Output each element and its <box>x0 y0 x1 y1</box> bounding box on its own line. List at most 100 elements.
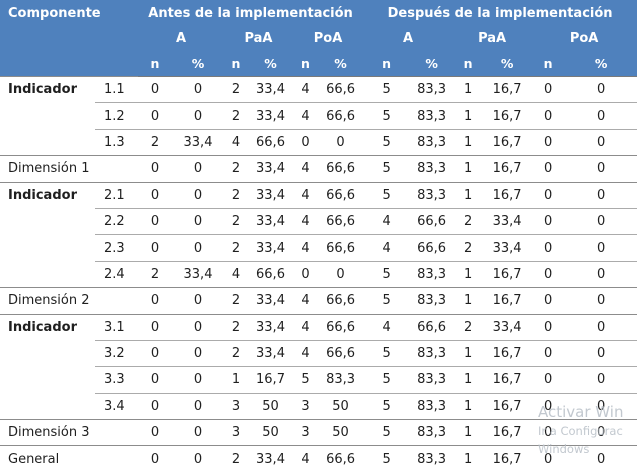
row-label <box>0 393 95 419</box>
cell-value: 0 <box>531 445 566 465</box>
cell-value: 66,6 <box>410 313 454 341</box>
cell-value: 0 <box>531 287 566 315</box>
cell-value: 0 <box>138 339 172 367</box>
row-label: Dimensión 2 <box>0 287 138 315</box>
cell-value: 2 <box>224 313 248 341</box>
subgroup-antes-paa: PaA <box>224 26 293 51</box>
cell-value: 66,6 <box>318 155 364 183</box>
cell-value: 0 <box>138 155 172 183</box>
cell-value: 33,4 <box>172 260 224 288</box>
cell-value: 66,6 <box>318 75 364 103</box>
row-label <box>0 340 95 366</box>
cell-value: 5 <box>363 287 411 315</box>
col-pct: % <box>565 51 637 77</box>
cell-value: 4 <box>293 339 318 367</box>
cell-value: 2 <box>224 155 248 183</box>
row-label <box>0 103 95 129</box>
cell-value: 5 <box>363 419 411 446</box>
cell-value: 66,6 <box>318 313 364 341</box>
cell-value: 83,3 <box>410 102 454 130</box>
row-label: Indicador <box>0 313 95 341</box>
cell-value: 0 <box>565 155 637 183</box>
cell-value: 4 <box>293 313 318 341</box>
cell-value: 16,7 <box>248 366 293 394</box>
cell-value: 0 <box>172 419 224 446</box>
cell-value: 83,3 <box>410 155 454 183</box>
cell-value: 0 <box>172 155 224 183</box>
row-label <box>0 129 95 155</box>
cell-value: 4 <box>293 75 318 103</box>
cell-value: 16,7 <box>483 260 532 288</box>
cell-value: 5 <box>363 128 411 156</box>
table-row: 1.2 0 0 2 33,4 4 66,6 5 83,3 1 16,7 0 0 <box>0 102 637 130</box>
cell-value: 4 <box>293 207 318 235</box>
cell-value: 1 <box>453 392 484 420</box>
cell-value: 83,3 <box>410 181 454 209</box>
cell-value: 33,4 <box>248 181 293 209</box>
cell-value: 0 <box>138 366 172 394</box>
cell-value: 33,4 <box>248 102 293 130</box>
cell-value: 66,6 <box>318 207 364 235</box>
cell-value: 4 <box>293 287 318 315</box>
cell-value: 0 <box>138 102 172 130</box>
table-header: Componente Antes de la implementación De… <box>0 0 637 77</box>
row-label <box>0 261 95 287</box>
cell-value: 66,6 <box>318 287 364 315</box>
cell-value: 0 <box>172 287 224 315</box>
cell-value: 83,3 <box>410 75 454 103</box>
cell-value: 4 <box>224 128 248 156</box>
cell-value: 2 <box>224 207 248 235</box>
cell-value: 50 <box>318 419 364 446</box>
cell-value: 0 <box>531 75 566 103</box>
cell-value: 0 <box>138 445 172 465</box>
cell-value: 0 <box>138 181 172 209</box>
cell-value: 33,4 <box>172 128 224 156</box>
cell-value: 1 <box>453 366 484 394</box>
cell-value: 3 <box>224 392 248 420</box>
row-id: 2.3 <box>95 234 138 262</box>
cell-value: 66,6 <box>318 234 364 262</box>
table-row: 2.2 0 0 2 33,4 4 66,6 4 66,6 2 33,4 0 0 <box>0 207 637 235</box>
subgroup-despues-a: A <box>363 26 454 51</box>
cell-value: 4 <box>293 181 318 209</box>
cell-value: 33,4 <box>483 234 532 262</box>
row-id: 3.1 <box>95 313 138 341</box>
col-n: n <box>293 51 318 77</box>
cell-value: 0 <box>138 287 172 315</box>
cell-value: 0 <box>531 155 566 183</box>
table-row: 2.4 2 33,4 4 66,6 0 0 5 83,3 1 16,7 0 0 <box>0 260 637 288</box>
cell-value: 5 <box>363 102 411 130</box>
cell-value: 83,3 <box>410 445 454 465</box>
cell-value: 2 <box>224 287 248 315</box>
cell-value: 33,4 <box>248 234 293 262</box>
cell-value: 66,6 <box>248 260 293 288</box>
cell-value: 0 <box>565 75 637 103</box>
subgroup-antes-a: A <box>138 26 224 51</box>
cell-value: 0 <box>565 260 637 288</box>
cell-value: 5 <box>363 339 411 367</box>
cell-value: 0 <box>172 313 224 341</box>
cell-value: 2 <box>224 102 248 130</box>
cell-value: 2 <box>224 181 248 209</box>
cell-value: 0 <box>565 339 637 367</box>
row-id: 1.2 <box>95 102 138 130</box>
cell-value: 1 <box>453 181 484 209</box>
cell-value: 5 <box>363 366 411 394</box>
col-n: n <box>531 51 566 77</box>
cell-value: 0 <box>565 419 637 446</box>
col-n: n <box>138 51 172 77</box>
cell-value: 2 <box>138 260 172 288</box>
row-label <box>0 208 95 234</box>
cell-value: 0 <box>531 392 566 420</box>
cell-value: 16,7 <box>483 287 532 315</box>
cell-value: 0 <box>565 445 637 465</box>
cell-value: 0 <box>138 75 172 103</box>
cell-value: 0 <box>293 260 318 288</box>
cell-value: 33,4 <box>248 313 293 341</box>
cell-value: 0 <box>172 392 224 420</box>
cell-value: 66,6 <box>318 181 364 209</box>
cell-value: 0 <box>531 260 566 288</box>
cell-value: 3 <box>293 419 318 446</box>
